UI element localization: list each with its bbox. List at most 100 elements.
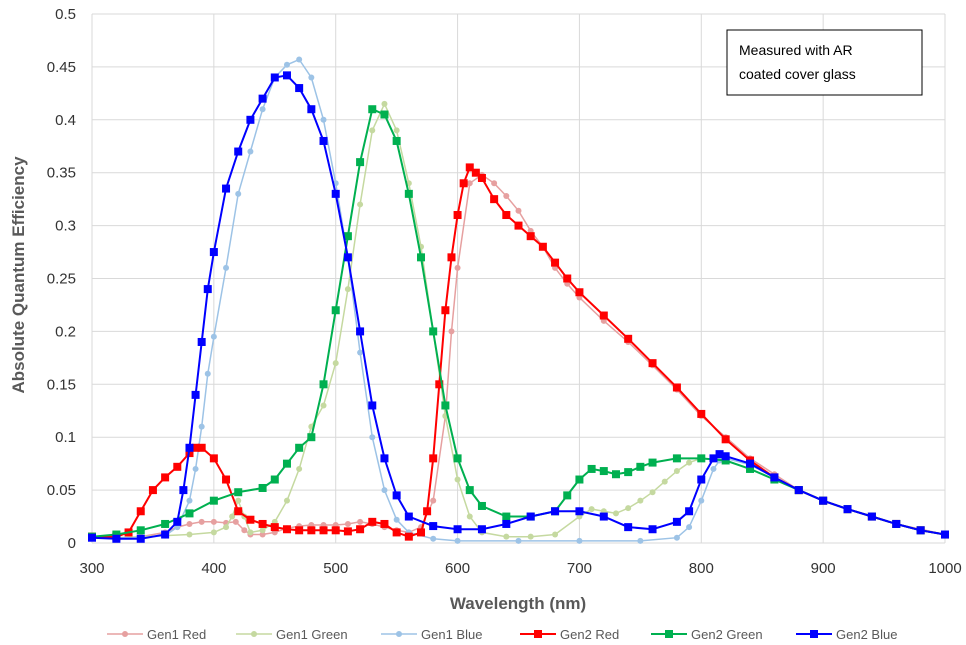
data-point (392, 136, 401, 145)
legend-label: Gen1 Green (276, 627, 348, 642)
data-point (331, 189, 340, 198)
data-point (295, 526, 304, 535)
data-point (588, 506, 595, 513)
data-point (112, 530, 121, 539)
data-point (441, 401, 450, 410)
data-point (343, 527, 352, 536)
data-point (356, 525, 365, 534)
data-point (259, 106, 266, 113)
data-point (241, 527, 248, 534)
annotation-box: Measured with AR coated cover glass (726, 29, 923, 96)
data-point (648, 458, 657, 467)
legend-marker (810, 630, 818, 638)
legend-item: Gen1 Green (236, 627, 348, 642)
data-point (186, 531, 193, 538)
data-point (673, 534, 680, 541)
legend-marker (251, 631, 257, 637)
data-point (203, 285, 212, 294)
data-point (234, 147, 243, 156)
data-point (404, 512, 413, 521)
data-point (258, 94, 267, 103)
data-point (259, 531, 266, 538)
x-axis-title: Wavelength (nm) (450, 594, 586, 613)
data-point (454, 264, 461, 271)
data-point (307, 526, 316, 535)
data-point (148, 486, 157, 495)
data-point (686, 524, 693, 531)
data-point (282, 459, 291, 468)
data-point (404, 189, 413, 198)
y-tick-label: 0 (68, 535, 76, 552)
data-point (686, 459, 693, 466)
data-point (246, 515, 255, 524)
data-point (356, 327, 365, 336)
data-point (417, 253, 426, 262)
data-point (392, 491, 401, 500)
y-tick-label: 0.05 (47, 482, 76, 499)
data-point (429, 327, 438, 336)
data-point (197, 443, 206, 452)
data-point (173, 462, 182, 471)
data-point (661, 478, 668, 485)
data-point (515, 537, 522, 544)
data-point (258, 483, 267, 492)
y-tick-label: 0.45 (47, 59, 76, 76)
data-point (477, 501, 486, 510)
y-tick-label: 0.4 (55, 112, 76, 129)
legend-item: Gen1 Red (107, 627, 206, 642)
legend-item: Gen2 Blue (796, 627, 897, 642)
data-point (697, 454, 706, 463)
data-point (575, 475, 584, 484)
data-point (186, 497, 193, 504)
x-tick-label: 800 (689, 560, 714, 577)
data-point (319, 526, 328, 535)
data-point (587, 464, 596, 473)
data-point (296, 56, 303, 63)
series-gen2-blue (88, 71, 949, 543)
data-point (223, 264, 230, 271)
data-point (235, 497, 242, 504)
data-point (576, 537, 583, 544)
gridlines (91, 13, 946, 544)
legend-label: Gen2 Red (560, 627, 619, 642)
data-point (210, 333, 217, 340)
data-point (637, 497, 644, 504)
data-point (710, 465, 717, 472)
legend-marker (122, 631, 128, 637)
data-point (380, 110, 389, 119)
data-point (721, 452, 730, 461)
data-point (161, 473, 170, 482)
y-tick-labels: 0 0.05 0.1 0.15 0.2 0.25 0.3 0.35 0.4 0.45 0.5 (47, 6, 76, 552)
data-point (697, 475, 706, 484)
data-point (356, 158, 365, 167)
data-point (819, 496, 828, 505)
data-point (538, 242, 547, 251)
data-point (173, 517, 182, 526)
series-lines (88, 56, 949, 544)
data-point (453, 454, 462, 463)
data-point (381, 487, 388, 494)
data-point (380, 519, 389, 528)
data-point (503, 192, 510, 199)
x-tick-label: 400 (201, 560, 226, 577)
data-point (404, 532, 413, 541)
data-point (459, 179, 468, 188)
data-point (563, 274, 572, 283)
data-point (721, 456, 730, 465)
y-tick-label: 0.15 (47, 376, 76, 393)
data-point (270, 73, 279, 82)
data-point (247, 529, 254, 536)
data-point (186, 520, 193, 527)
data-point (697, 409, 706, 418)
data-point (599, 467, 608, 476)
data-point (465, 486, 474, 495)
data-point (282, 525, 291, 534)
annotation-line: Measured with AR (739, 42, 853, 58)
data-point (295, 443, 304, 452)
data-point (234, 507, 243, 516)
data-point (685, 507, 694, 516)
data-point (392, 528, 401, 537)
data-point (204, 370, 211, 377)
y-axis-title: Absolute Quantum Efficiency (9, 156, 28, 394)
